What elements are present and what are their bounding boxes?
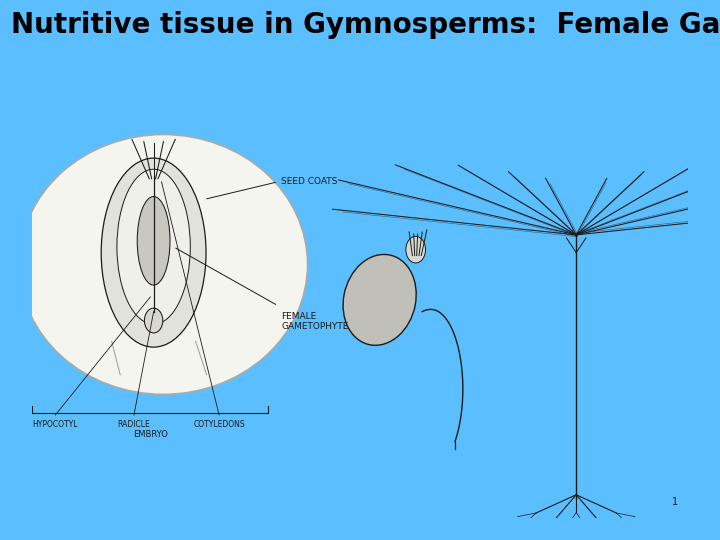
Text: RADICLE: RADICLE xyxy=(117,420,150,429)
Ellipse shape xyxy=(138,197,170,285)
Circle shape xyxy=(19,134,307,394)
Text: HYPOCOTYL: HYPOCOTYL xyxy=(32,420,78,429)
Text: EMBRYO: EMBRYO xyxy=(133,430,168,439)
Ellipse shape xyxy=(117,169,190,324)
Text: SEED COATS: SEED COATS xyxy=(282,177,338,186)
Ellipse shape xyxy=(406,237,426,263)
Ellipse shape xyxy=(343,254,416,345)
Text: COTYLEDONS: COTYLEDONS xyxy=(193,420,245,429)
Text: 1: 1 xyxy=(672,497,678,507)
Text: FEMALE
GAMETOPHYTE: FEMALE GAMETOPHYTE xyxy=(282,312,348,331)
Text: Nutritive tissue in Gymnosperms:  Female Gametophyte: Nutritive tissue in Gymnosperms: Female … xyxy=(11,11,720,39)
Ellipse shape xyxy=(102,158,206,347)
Ellipse shape xyxy=(145,308,163,333)
